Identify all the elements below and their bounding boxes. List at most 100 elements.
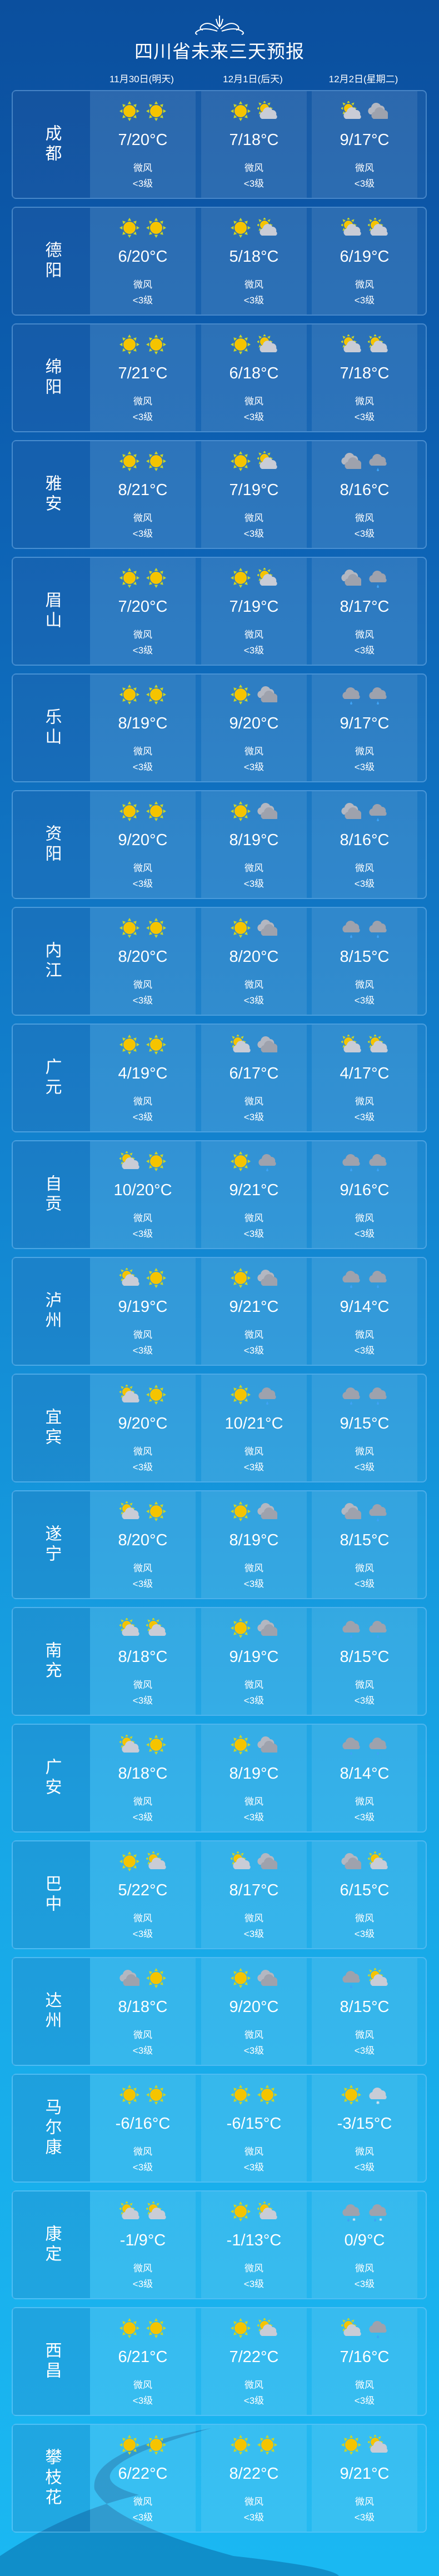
sun-behind-cloud-icon <box>119 2201 139 2219</box>
sun-icon <box>119 568 139 588</box>
rain-cloud-icon <box>342 1738 360 1755</box>
day-forecast-cell: 9/17°C 微风 <3级 <box>312 675 417 781</box>
city-card: 达州 8/18°C 微风 <3级 9/20°C 微风 <3级 8/15°C 微风 <3… <box>12 1957 427 2066</box>
sun-behind-cloud-icon <box>368 2435 388 2453</box>
temperature-range: 6/17°C <box>229 1065 279 1082</box>
wind-description: 微风 <box>355 2146 374 2157</box>
wind-level: <3级 <box>132 2162 153 2173</box>
wind-level: <3级 <box>354 878 375 889</box>
day-forecast-cell: 8/17°C 微风 <3级 <box>201 1841 307 1948</box>
day-forecast-cell: 8/20°C 微风 <3级 <box>201 908 307 1015</box>
wind-description: 微风 <box>133 396 152 407</box>
temperature-range: 8/19°C <box>229 831 279 849</box>
temperature-range: 9/20°C <box>118 831 168 849</box>
overcast-clouds-icon <box>257 1970 277 1986</box>
wind-description: 微风 <box>245 2030 263 2040</box>
sun-behind-cloud-icon <box>231 1035 251 1052</box>
temperature-range: 8/16°C <box>340 831 390 849</box>
temperature-range: 9/20°C <box>229 1998 279 2016</box>
wind-description: 微风 <box>355 513 374 523</box>
wind-description: 微风 <box>355 630 374 640</box>
sun-behind-cloud-icon <box>368 335 388 352</box>
sun-icon <box>146 2085 166 2105</box>
city-name: 宜宾 <box>42 1408 61 1448</box>
wind-level: <3级 <box>243 528 265 539</box>
sun-icon <box>231 451 251 471</box>
temperature-range: 4/19°C <box>118 1065 168 1082</box>
sun-icon <box>231 335 251 355</box>
city-name-column: 眉山 <box>13 558 90 665</box>
city-name: 内江 <box>42 941 61 981</box>
city-name-column: 绵阳 <box>13 325 90 431</box>
city-card: 成都 7/20°C 微风 <3级 7/18°C 微风 <3级 9/17°C 微风 <3… <box>12 90 427 199</box>
city-name: 马尔康 <box>42 2098 61 2158</box>
day-forecast-cell: 9/21°C 微风 <3级 <box>312 2425 417 2532</box>
sun-icon <box>119 335 139 355</box>
city-name: 攀枝花 <box>42 2448 61 2508</box>
sun-icon <box>146 1501 166 1521</box>
city-name-column: 宜宾 <box>13 1375 90 1481</box>
temperature-range: 8/15°C <box>340 1531 390 1549</box>
wind-level: <3级 <box>243 2512 265 2523</box>
sun-icon <box>231 1968 251 1988</box>
sun-icon <box>146 101 166 121</box>
wind-description: 微风 <box>133 1680 152 1690</box>
wind-description: 微风 <box>133 1913 152 1924</box>
day-forecast-cell: 8/18°C 微风 <3级 <box>90 1958 196 2065</box>
sun-behind-cloud-icon <box>146 1618 166 1636</box>
sun-icon <box>119 685 139 705</box>
wind-level: <3级 <box>132 995 153 1006</box>
wind-description: 微风 <box>133 2146 152 2157</box>
sun-icon <box>231 2435 251 2455</box>
sun-icon <box>231 801 251 821</box>
temperature-range: 8/19°C <box>229 1531 279 1549</box>
day-forecast-cell: 8/16°C 微风 <3级 <box>312 791 417 898</box>
city-name: 广安 <box>42 1758 61 1798</box>
sun-icon <box>231 2085 251 2105</box>
wind-level: <3级 <box>132 878 153 889</box>
wind-description: 微风 <box>245 2497 263 2507</box>
wind-description: 微风 <box>133 1796 152 1807</box>
wind-description: 微风 <box>355 2263 374 2274</box>
wind-level: <3级 <box>243 1462 265 1472</box>
wind-level: <3级 <box>132 762 153 772</box>
wind-description: 微风 <box>355 1213 374 1224</box>
city-card: 宜宾 9/20°C 微风 <3级 10/21°C 微风 <3级 9/15°C 微风 <… <box>12 1374 427 1482</box>
rain-cloud-icon <box>342 1621 360 1638</box>
city-name: 康定 <box>42 2225 61 2265</box>
city-name-column: 南充 <box>13 1608 90 1715</box>
day-forecast-cell: 8/14°C 微风 <3级 <box>312 1725 417 1831</box>
day-forecast-cell: 8/19°C 微风 <3级 <box>201 1725 307 1831</box>
temperature-range: -3/15°C <box>337 2115 392 2133</box>
temperature-range: 8/18°C <box>118 1648 168 1666</box>
sun-icon <box>146 218 166 238</box>
wind-description: 微风 <box>245 1796 263 1807</box>
sun-behind-cloud-icon <box>257 568 277 586</box>
wind-level: <3级 <box>354 2279 375 2289</box>
wind-description: 微风 <box>355 746 374 757</box>
city-card: 广元 4/19°C 微风 <3级 6/17°C 微风 <3级 4/17°C 微风 <3… <box>12 1024 427 1132</box>
sun-icon <box>119 801 139 821</box>
overcast-clouds-icon <box>257 686 277 702</box>
wind-description: 微风 <box>245 163 263 173</box>
temperature-range: 8/18°C <box>118 1998 168 2016</box>
city-card: 绵阳 7/21°C 微风 <3级 6/18°C 微风 <3级 7/18°C 微风 <3… <box>12 323 427 432</box>
temperature-range: 8/19°C <box>229 1765 279 1783</box>
sleet-cloud-icon: ✱ <box>342 2204 360 2221</box>
temperature-range: 8/15°C <box>340 948 390 966</box>
city-name-column: 成都 <box>13 91 90 198</box>
wind-level: <3级 <box>243 295 265 306</box>
city-name-column: 马尔康 <box>13 2075 90 2181</box>
sun-behind-cloud-icon <box>257 101 277 119</box>
city-name: 南充 <box>42 1641 61 1681</box>
city-card: 巴中 5/22°C 微风 <3级 8/17°C 微风 <3级 6/15°C 微风 <3… <box>12 1840 427 1949</box>
city-name-column: 资阳 <box>13 791 90 898</box>
wind-level: <3级 <box>354 1929 375 1939</box>
day-forecast-cell: 8/18°C 微风 <3级 <box>90 1608 196 1715</box>
rain-cloud-icon <box>369 1271 387 1288</box>
temperature-range: 7/19°C <box>229 481 279 499</box>
temperature-range: 0/9°C <box>344 2231 385 2249</box>
temperature-range: 9/19°C <box>118 1298 168 1316</box>
day-forecast-cell: 6/19°C 微风 <3级 <box>312 208 417 314</box>
day-forecast-cell: ✱ ✱ 0/9°C 微风 <3级 <box>312 2191 417 2298</box>
